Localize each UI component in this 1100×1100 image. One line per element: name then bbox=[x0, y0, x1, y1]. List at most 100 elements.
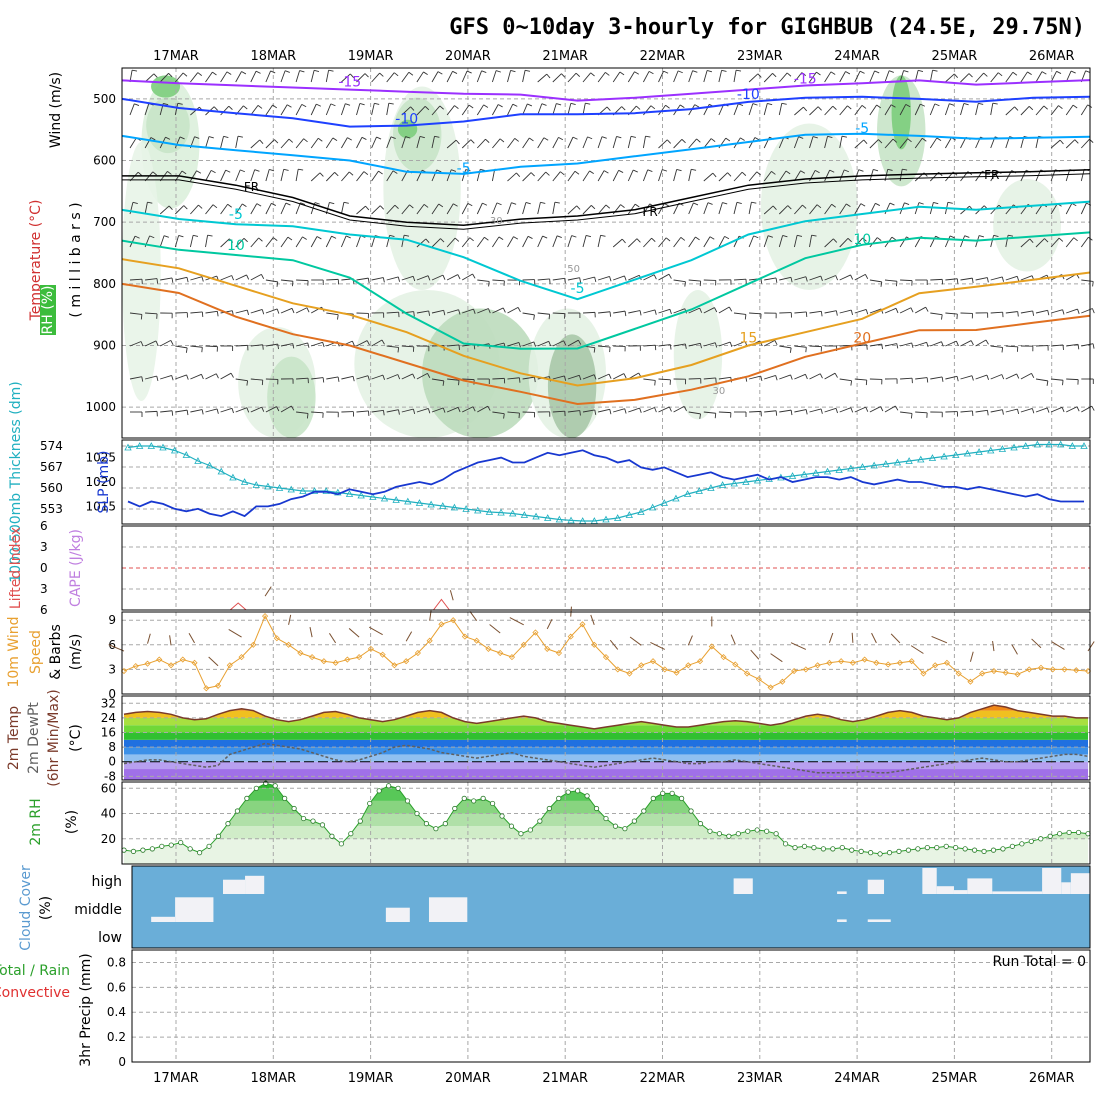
thickness-marker bbox=[287, 485, 295, 493]
thickness-marker bbox=[613, 514, 622, 521]
wind-barb bbox=[371, 277, 384, 281]
temperature-units-label: (°C) bbox=[68, 724, 84, 752]
wind-barb bbox=[658, 406, 670, 413]
wind-barb-flag bbox=[410, 106, 415, 111]
date-label-bottom: 17MAR bbox=[153, 1071, 199, 1086]
wind-barb-flag bbox=[343, 201, 349, 204]
wind-barb-flag bbox=[140, 341, 144, 347]
wind-barb bbox=[552, 235, 558, 248]
wind-barb bbox=[1005, 275, 1018, 281]
surface-wind-barb bbox=[750, 649, 760, 660]
rh-band bbox=[124, 838, 1088, 864]
thickness-marker bbox=[625, 511, 633, 518]
date-label-bottom: 26MAR bbox=[1029, 1071, 1075, 1086]
wind-barb bbox=[522, 236, 529, 248]
wind-barb-flag bbox=[812, 136, 818, 139]
wind-barb-flag bbox=[895, 308, 899, 314]
wind-barb bbox=[129, 278, 143, 281]
wind-barb-flag bbox=[261, 406, 265, 412]
temperature-band bbox=[124, 725, 1088, 733]
wind-barb-flag bbox=[482, 202, 488, 206]
rh-marker bbox=[518, 831, 524, 837]
wind-speed-marker bbox=[1026, 666, 1033, 673]
wind-barb bbox=[1035, 407, 1048, 413]
thickness-marker bbox=[893, 458, 902, 466]
wind-barb-flag bbox=[601, 136, 607, 139]
wind-barb bbox=[703, 172, 714, 182]
wind-barb-flag bbox=[668, 406, 672, 412]
wind-barb-flag bbox=[605, 72, 610, 76]
rh-marker bbox=[971, 847, 978, 853]
thickness-marker bbox=[695, 487, 703, 494]
cloud-block bbox=[1061, 882, 1071, 894]
wind-barb bbox=[280, 307, 293, 314]
wind-barb bbox=[763, 205, 774, 215]
wind-barb-flag bbox=[1091, 405, 1095, 411]
wind-barb bbox=[598, 345, 611, 348]
wind-barb bbox=[1080, 138, 1090, 149]
thickness-marker bbox=[275, 484, 284, 491]
wind-barb bbox=[582, 103, 586, 116]
wind-speed-marker bbox=[1049, 666, 1056, 673]
wind-barb bbox=[839, 238, 849, 248]
wind-barb-flag bbox=[434, 135, 440, 138]
wind-barb-flag bbox=[817, 106, 822, 111]
wind-barb-flag bbox=[427, 408, 431, 414]
wind-barb bbox=[175, 345, 188, 349]
wind-barb bbox=[703, 104, 710, 116]
wind-barb bbox=[446, 139, 457, 149]
wind-barb-flag bbox=[608, 373, 612, 379]
wind-barb-flag bbox=[796, 234, 803, 237]
wind-barb-flag bbox=[696, 138, 701, 143]
wind-speed-marker bbox=[602, 654, 610, 661]
thickness-marker bbox=[835, 466, 843, 473]
rh-tick-label: 20 bbox=[101, 832, 116, 846]
wind-barb-flag bbox=[227, 203, 232, 208]
wind-barb-flag bbox=[298, 168, 304, 171]
rh-marker bbox=[168, 842, 174, 848]
wind-barb bbox=[643, 71, 650, 83]
wind-speed-marker bbox=[567, 633, 574, 640]
wind-barb bbox=[341, 171, 350, 182]
surface-wind-barb bbox=[309, 627, 313, 638]
wind-barb-flag bbox=[554, 201, 560, 204]
wind-barb bbox=[975, 374, 988, 380]
li-spike bbox=[229, 602, 247, 611]
wind-barb bbox=[340, 202, 345, 215]
wind-barb bbox=[295, 342, 308, 347]
wind-barb bbox=[386, 374, 398, 380]
wind-barb bbox=[552, 73, 562, 83]
wind-barb-flag bbox=[225, 169, 231, 173]
wind-barb-flag bbox=[1031, 408, 1035, 414]
cloud-block bbox=[1042, 868, 1062, 894]
wind-barb bbox=[1050, 406, 1063, 413]
li-spike bbox=[433, 598, 450, 611]
wind-barb bbox=[612, 71, 621, 83]
wind-barb bbox=[340, 103, 346, 116]
thickness-marker bbox=[928, 454, 937, 461]
wind-barb bbox=[824, 169, 831, 182]
wind-barb bbox=[703, 377, 716, 380]
wind-barb bbox=[718, 376, 731, 380]
wind-barb-flag bbox=[579, 410, 581, 416]
wind-barb-flag bbox=[171, 375, 174, 381]
date-label-top: 24MAR bbox=[834, 49, 880, 64]
wind-barb bbox=[1080, 237, 1089, 248]
rh-marker bbox=[1075, 829, 1082, 836]
wind-barb-flag bbox=[383, 410, 385, 416]
surface-wind-barb bbox=[469, 611, 478, 621]
wind-speed-marker bbox=[779, 678, 786, 685]
isotherm-label: -15 bbox=[338, 75, 361, 91]
wind-barb bbox=[447, 344, 460, 347]
wind-barb bbox=[250, 139, 261, 149]
wind-barb bbox=[522, 103, 528, 116]
wind-barb bbox=[945, 312, 958, 315]
wind-barb bbox=[552, 277, 565, 281]
wind-barb bbox=[431, 203, 440, 215]
thickness-marker bbox=[170, 446, 179, 454]
wind-barb bbox=[794, 373, 806, 380]
rh-marker bbox=[622, 826, 628, 832]
wind-barb bbox=[311, 377, 324, 380]
wind-barb-flag bbox=[684, 281, 686, 287]
isotherm-label: -5 bbox=[229, 207, 243, 223]
